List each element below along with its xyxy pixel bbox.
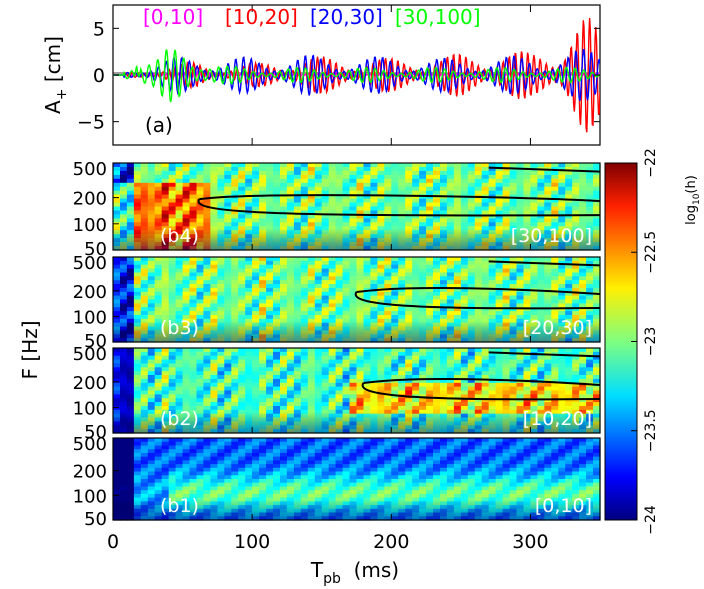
heatmap-panels: (b4) [30,100] 500 200 100 50 (b3) [20,30] 500 200… — [73, 159, 601, 530]
panel-a-legend: [0,10] [10,20] [20,30] [30,100] — [143, 5, 481, 29]
legend-entry-3: [30,100] — [395, 5, 481, 29]
heatmap-ytick-label: 100 — [73, 398, 107, 419]
panel-a-ticks: 5 0 −5 — [77, 5, 600, 145]
heatmap-contour — [354, 287, 601, 310]
heatmap-shade — [113, 348, 600, 433]
panel-a: 5 0 −5 (a) A+ [cm] [0,10] [10,20] [20,30] [30… — [41, 4, 601, 146]
series-line-1 — [113, 17, 600, 133]
heatmap-panel-label: (b2) — [160, 408, 199, 430]
heatmap-ytick-label: 50 — [84, 239, 107, 260]
heatmap-frame — [112, 256, 601, 343]
panel-a-ytick-label: −5 — [77, 112, 105, 134]
heatmap-contour-high — [488, 260, 601, 267]
heatmap-panel-1: (b3) [20,30] 500 200 100 50 — [73, 253, 601, 352]
heatmap-band-label: [10,20] — [523, 408, 592, 430]
heatmap-panel-0: (b4) [30,100] 500 200 100 50 — [73, 159, 601, 260]
heatmap-ytick-label: 500 — [73, 344, 107, 365]
heatmap-contour — [361, 378, 601, 401]
heatmap-panel-2: (b2) [10,20] 500 200 100 50 — [73, 344, 601, 443]
heatmap-ytick-label: 50 — [84, 331, 107, 352]
heatmap-ytick-label: 200 — [73, 373, 107, 394]
heatmap-panel-label: (b4) — [160, 225, 199, 247]
heatmap-ytick-label: 200 — [73, 282, 107, 303]
heatmap-frame — [112, 162, 601, 251]
series-line-3 — [113, 49, 600, 103]
panel-a-series-group — [113, 17, 600, 133]
heatmap-contour-high — [488, 351, 601, 358]
heatmap-ytick-label: 500 — [73, 253, 107, 274]
heatmap-ytick-label: 500 — [73, 159, 107, 180]
heatmap-band-label: [30,100] — [511, 225, 592, 247]
panel-a-ytick-label: 5 — [93, 18, 105, 40]
heatmap-frame — [112, 347, 601, 434]
heatmap-contour-high — [488, 166, 601, 173]
heatmap-shade — [113, 163, 600, 250]
legend-entry-0: [0,10] — [143, 5, 203, 29]
heatmap-ytick-label: 100 — [73, 215, 107, 236]
legend-entry-2: [20,30] — [310, 5, 383, 29]
heatmap-contour — [197, 194, 601, 217]
series-line-2 — [113, 48, 600, 102]
heatmap-ytick-label: 200 — [73, 189, 107, 210]
heatmap-panel-label: (b3) — [160, 317, 199, 339]
heatmap-band-label: [20,30] — [523, 317, 592, 339]
heatmap-ytick-label: 50 — [84, 422, 107, 443]
heatmap-ytick-label: 100 — [73, 307, 107, 328]
panel-a-label: (a) — [145, 113, 173, 137]
heatmap-shade — [113, 257, 600, 342]
legend-entry-1: [10,20] — [225, 5, 298, 29]
panel-a-ytick-label: 0 — [93, 65, 105, 87]
panel-a-ylabel: A+ [cm] — [41, 36, 70, 114]
